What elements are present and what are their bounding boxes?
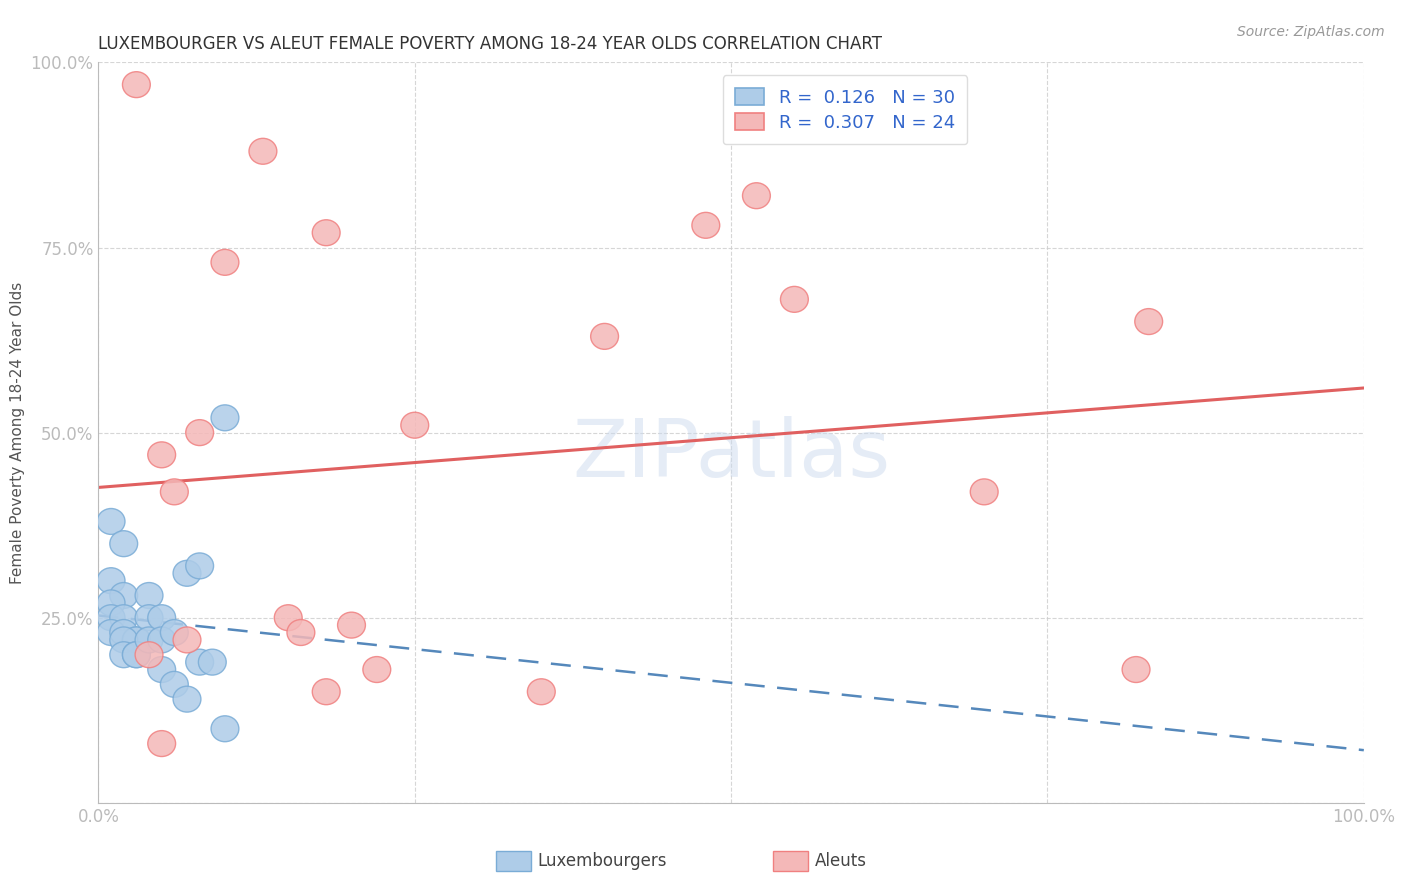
Ellipse shape [186, 419, 214, 446]
Ellipse shape [1122, 657, 1150, 682]
Ellipse shape [97, 508, 125, 534]
Ellipse shape [148, 657, 176, 682]
Ellipse shape [186, 553, 214, 579]
Ellipse shape [287, 620, 315, 646]
Ellipse shape [110, 620, 138, 646]
Legend: R =  0.126   N = 30, R =  0.307   N = 24: R = 0.126 N = 30, R = 0.307 N = 24 [723, 75, 967, 145]
Y-axis label: Female Poverty Among 18-24 Year Olds: Female Poverty Among 18-24 Year Olds [10, 282, 25, 583]
Ellipse shape [135, 605, 163, 631]
Ellipse shape [742, 183, 770, 209]
Ellipse shape [173, 627, 201, 653]
Ellipse shape [211, 250, 239, 276]
Ellipse shape [1135, 309, 1163, 334]
Ellipse shape [160, 620, 188, 646]
Ellipse shape [274, 605, 302, 631]
Ellipse shape [173, 560, 201, 586]
Ellipse shape [122, 71, 150, 97]
Ellipse shape [363, 657, 391, 682]
Ellipse shape [122, 641, 150, 668]
Text: Aleuts: Aleuts [814, 852, 866, 870]
Text: ZIPatlas: ZIPatlas [572, 416, 890, 494]
Ellipse shape [110, 531, 138, 557]
Ellipse shape [401, 412, 429, 438]
Text: Source: ZipAtlas.com: Source: ZipAtlas.com [1237, 25, 1385, 39]
Ellipse shape [122, 641, 150, 668]
Ellipse shape [110, 627, 138, 653]
Ellipse shape [780, 286, 808, 312]
Ellipse shape [160, 479, 188, 505]
Ellipse shape [337, 612, 366, 638]
Ellipse shape [97, 605, 125, 631]
Ellipse shape [135, 627, 163, 653]
Ellipse shape [198, 649, 226, 675]
Ellipse shape [135, 641, 163, 668]
Text: LUXEMBOURGER VS ALEUT FEMALE POVERTY AMONG 18-24 YEAR OLDS CORRELATION CHART: LUXEMBOURGER VS ALEUT FEMALE POVERTY AMO… [98, 35, 883, 53]
Ellipse shape [148, 442, 176, 467]
Text: Luxembourgers: Luxembourgers [537, 852, 668, 870]
Ellipse shape [110, 641, 138, 668]
Ellipse shape [970, 479, 998, 505]
Ellipse shape [148, 605, 176, 631]
Ellipse shape [97, 620, 125, 646]
Ellipse shape [186, 649, 214, 675]
Ellipse shape [527, 679, 555, 705]
Ellipse shape [148, 731, 176, 756]
Ellipse shape [591, 324, 619, 350]
Ellipse shape [97, 590, 125, 615]
Ellipse shape [173, 686, 201, 712]
Ellipse shape [692, 212, 720, 238]
Ellipse shape [249, 138, 277, 164]
Ellipse shape [211, 715, 239, 742]
Ellipse shape [160, 672, 188, 698]
Ellipse shape [110, 605, 138, 631]
Ellipse shape [312, 219, 340, 245]
Ellipse shape [122, 627, 150, 653]
Ellipse shape [135, 582, 163, 608]
Ellipse shape [148, 627, 176, 653]
Ellipse shape [97, 567, 125, 594]
Ellipse shape [211, 405, 239, 431]
Ellipse shape [312, 679, 340, 705]
Ellipse shape [122, 627, 150, 653]
Ellipse shape [110, 582, 138, 608]
